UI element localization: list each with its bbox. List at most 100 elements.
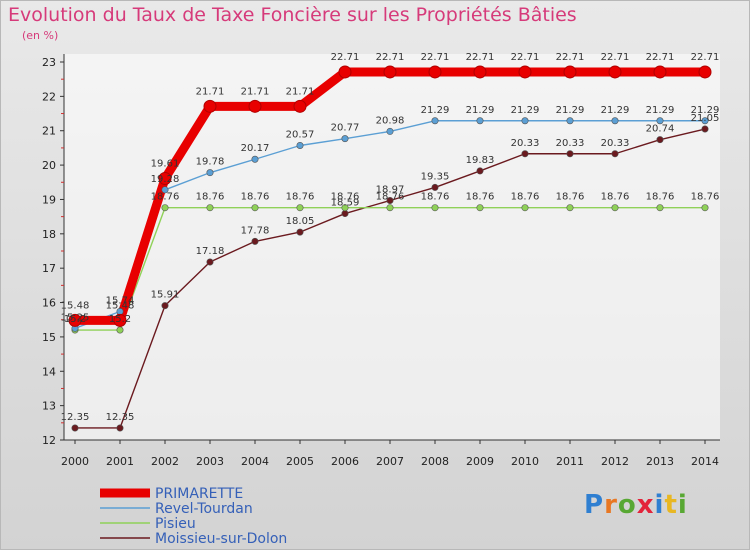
data-label: 18.76 <box>331 192 360 203</box>
data-label: 15.48 <box>106 300 135 311</box>
data-label: 22.71 <box>511 52 540 63</box>
y-tick-label: 21 <box>42 125 56 138</box>
data-point <box>296 142 304 150</box>
y-tick-label: 14 <box>42 365 56 378</box>
x-tick-label: 2007 <box>376 455 404 468</box>
data-label: 22.71 <box>376 52 405 63</box>
data-label: 21.29 <box>421 105 450 116</box>
data-point <box>473 65 487 79</box>
data-point <box>341 210 349 218</box>
data-label: 15.2 <box>109 314 131 325</box>
data-label: 20.77 <box>331 123 360 134</box>
data-point <box>611 150 619 158</box>
data-label: 18.05 <box>286 216 315 227</box>
data-label: 20.57 <box>286 130 315 141</box>
data-label: 18.76 <box>286 192 315 203</box>
data-point <box>611 204 619 212</box>
data-label: 22.71 <box>556 52 585 63</box>
data-point <box>158 171 172 185</box>
x-tick-label: 2013 <box>646 455 674 468</box>
data-label: 20.33 <box>556 138 585 149</box>
data-point <box>386 196 394 204</box>
x-tick-label: 2000 <box>61 455 89 468</box>
data-point <box>566 150 574 158</box>
data-point <box>341 204 349 212</box>
x-tick-label: 2001 <box>106 455 134 468</box>
data-label: 21.05 <box>691 113 720 124</box>
logo-letter: i <box>677 490 688 520</box>
data-label: 19.28 <box>151 174 180 185</box>
x-tick-label: 2014 <box>691 455 719 468</box>
data-point <box>161 302 169 310</box>
data-label: 22.71 <box>466 52 495 63</box>
y-tick-label: 20 <box>42 159 56 172</box>
y-tick-label: 18 <box>42 228 56 241</box>
data-point <box>428 65 442 79</box>
data-label: 21.29 <box>601 105 630 116</box>
data-point <box>656 136 664 144</box>
data-point <box>701 204 709 212</box>
data-point <box>206 258 214 266</box>
data-label: 18.97 <box>376 184 405 195</box>
data-point <box>611 117 619 125</box>
x-tick-label: 2002 <box>151 455 179 468</box>
data-label: 22.71 <box>691 52 720 63</box>
data-point <box>251 237 259 245</box>
data-point <box>116 326 124 334</box>
data-point <box>386 204 394 212</box>
data-label: 21.29 <box>691 105 720 116</box>
data-label: 21.29 <box>646 105 675 116</box>
x-tick-label: 2011 <box>556 455 584 468</box>
data-point <box>608 65 622 79</box>
data-point <box>251 204 259 212</box>
data-point <box>701 117 709 125</box>
legend-label: PRIMARETTE <box>155 486 243 502</box>
data-point <box>653 65 667 79</box>
logo-letter: P <box>584 490 605 520</box>
data-label: 18.76 <box>421 192 450 203</box>
data-label: 18.76 <box>646 192 675 203</box>
legend-label: Moissieu-sur-Dolon <box>155 531 287 547</box>
data-label: 20.33 <box>601 138 630 149</box>
chart-unit-label: (en %) <box>22 29 59 42</box>
y-tick-label: 22 <box>42 90 56 103</box>
plot-area <box>64 54 720 440</box>
data-point <box>71 424 79 432</box>
data-point <box>248 99 262 113</box>
x-tick-label: 2006 <box>331 455 359 468</box>
data-point <box>521 204 529 212</box>
data-point <box>476 204 484 212</box>
data-point <box>476 167 484 175</box>
data-point <box>296 204 304 212</box>
data-label: 15.48 <box>61 300 90 311</box>
data-label: 20.74 <box>646 124 675 135</box>
data-label: 20.98 <box>376 115 405 126</box>
data-label: 21.71 <box>196 86 225 97</box>
data-point <box>386 127 394 135</box>
data-label: 21.29 <box>556 105 585 116</box>
data-label: 19.61 <box>151 158 180 169</box>
y-tick-label: 23 <box>42 56 56 69</box>
x-tick-label: 2010 <box>511 455 539 468</box>
y-tick-label: 12 <box>42 434 56 447</box>
data-point <box>431 183 439 191</box>
y-tick-label: 15 <box>42 331 56 344</box>
data-label: 20.33 <box>511 138 540 149</box>
data-label: 18.59 <box>331 198 360 209</box>
data-label: 18.76 <box>151 192 180 203</box>
data-point <box>161 186 169 194</box>
logo-letter: x <box>636 490 655 520</box>
data-point <box>476 117 484 125</box>
data-point <box>431 117 439 125</box>
data-point <box>521 150 529 158</box>
data-point <box>563 65 577 79</box>
data-label: 18.76 <box>511 192 540 203</box>
data-label: 18.76 <box>196 192 225 203</box>
data-label: 19.35 <box>421 171 450 182</box>
logo-letter: t <box>664 490 678 520</box>
data-label: 21.29 <box>511 105 540 116</box>
data-label: 18.76 <box>241 192 270 203</box>
data-label: 22.71 <box>601 52 630 63</box>
logo-letter: i <box>654 490 665 520</box>
x-tick-label: 2003 <box>196 455 224 468</box>
